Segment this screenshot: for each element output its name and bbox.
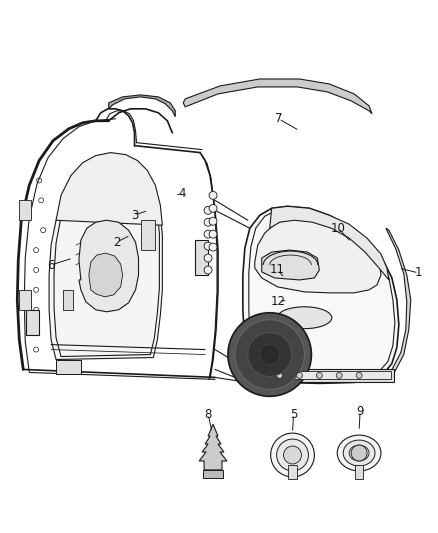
Text: 10: 10: [331, 222, 346, 235]
Circle shape: [209, 204, 217, 212]
Polygon shape: [89, 253, 123, 297]
Ellipse shape: [337, 435, 381, 471]
Text: 3: 3: [131, 209, 138, 222]
Polygon shape: [183, 79, 372, 114]
Ellipse shape: [343, 440, 375, 466]
Circle shape: [336, 373, 342, 378]
Polygon shape: [56, 360, 81, 375]
Text: 7: 7: [275, 112, 283, 125]
Text: 12: 12: [271, 295, 286, 308]
Text: 8: 8: [205, 408, 212, 421]
Circle shape: [356, 373, 362, 378]
Text: 4: 4: [178, 187, 186, 200]
Polygon shape: [49, 176, 162, 360]
Circle shape: [209, 217, 217, 225]
Circle shape: [316, 373, 322, 378]
Polygon shape: [79, 220, 138, 312]
Polygon shape: [56, 152, 162, 225]
Polygon shape: [109, 95, 175, 117]
Circle shape: [209, 230, 217, 238]
Text: 2: 2: [113, 236, 120, 248]
Circle shape: [297, 373, 303, 378]
Circle shape: [283, 446, 301, 464]
Circle shape: [228, 313, 311, 397]
Polygon shape: [386, 228, 411, 372]
Circle shape: [235, 320, 304, 389]
Polygon shape: [63, 290, 73, 310]
Text: 11: 11: [270, 263, 285, 277]
Circle shape: [204, 218, 212, 226]
Polygon shape: [203, 470, 223, 478]
Circle shape: [209, 243, 217, 251]
Circle shape: [277, 439, 308, 471]
Polygon shape: [248, 369, 394, 382]
Circle shape: [351, 445, 367, 461]
Circle shape: [204, 206, 212, 214]
Text: 1: 1: [415, 266, 423, 279]
Polygon shape: [355, 465, 363, 479]
Polygon shape: [26, 310, 39, 335]
Circle shape: [209, 191, 217, 199]
Polygon shape: [243, 206, 399, 383]
Polygon shape: [270, 206, 389, 280]
Ellipse shape: [349, 445, 369, 461]
Ellipse shape: [277, 307, 332, 329]
Circle shape: [260, 345, 279, 365]
Polygon shape: [252, 372, 391, 379]
Circle shape: [204, 254, 212, 262]
Polygon shape: [19, 200, 31, 220]
Polygon shape: [288, 465, 297, 479]
Polygon shape: [19, 290, 31, 310]
Text: 6: 6: [47, 259, 55, 271]
Circle shape: [204, 242, 212, 250]
Circle shape: [277, 373, 283, 378]
Circle shape: [271, 433, 314, 477]
Circle shape: [248, 333, 292, 376]
Polygon shape: [262, 250, 319, 280]
Circle shape: [204, 230, 212, 238]
Polygon shape: [195, 240, 208, 275]
Circle shape: [204, 266, 212, 274]
Text: 9: 9: [357, 405, 364, 418]
Polygon shape: [255, 216, 381, 293]
Polygon shape: [141, 220, 155, 250]
Text: 5: 5: [290, 408, 297, 421]
Polygon shape: [199, 424, 227, 470]
